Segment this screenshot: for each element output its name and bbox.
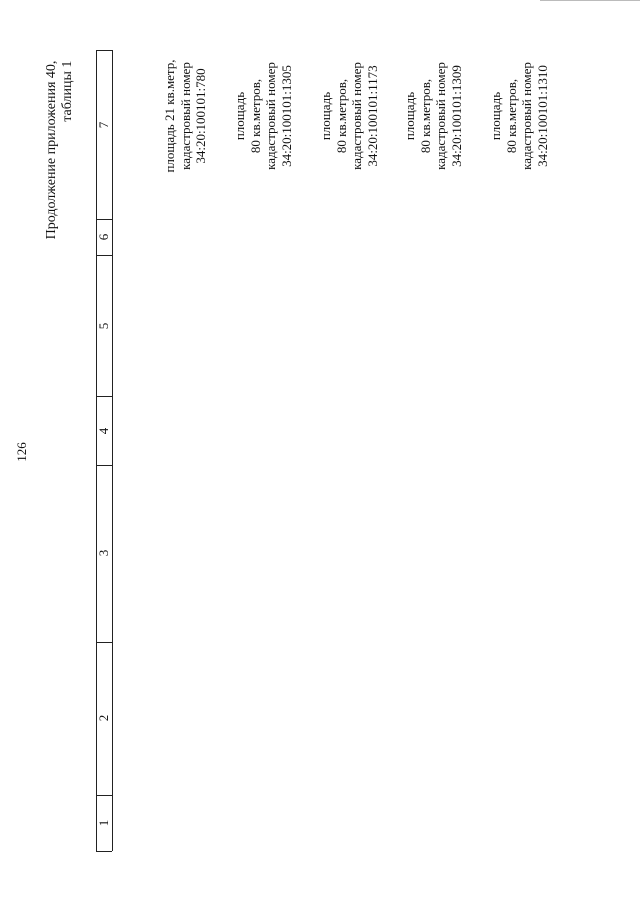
heading-line-2: таблицы 1 xyxy=(60,60,75,122)
table-row-2-col7: площадь 80 кв.метров, кадастровый номер … xyxy=(232,62,294,170)
column-number-6: 6 xyxy=(96,233,111,241)
column-separator xyxy=(96,465,112,466)
table-row-4-col7: площадь 80 кв.метров, кадастровый номер … xyxy=(402,62,464,170)
column-number-5: 5 xyxy=(96,322,111,330)
page-number: 126 xyxy=(14,442,29,462)
column-number-4: 4 xyxy=(96,427,111,435)
heading-line-1: Продолжение приложения 40, xyxy=(44,60,59,240)
table-row-5-col7: площадь 80 кв.метров, кадастровый номер … xyxy=(488,62,550,170)
scan-edge-line xyxy=(540,0,640,1)
table-border-top xyxy=(96,50,112,51)
column-number-3: 3 xyxy=(96,549,111,557)
table-border-bottom xyxy=(96,851,112,852)
column-number-2: 2 xyxy=(96,714,111,722)
column-separator xyxy=(96,642,112,643)
column-separator xyxy=(96,795,112,796)
column-separator xyxy=(96,219,112,220)
column-separator xyxy=(96,255,112,256)
column-separator xyxy=(96,396,112,397)
table-row-3-col7: площадь 80 кв.метров, кадастровый номер … xyxy=(318,62,380,170)
table-row-1-col7: площадь 21 кв.метр, кадастровый номер 34… xyxy=(162,59,208,173)
page-heading: Продолжение приложения 40, таблицы 1 xyxy=(44,61,76,240)
table-border-left xyxy=(96,50,97,851)
column-number-7: 7 xyxy=(96,121,111,129)
column-number-1: 1 xyxy=(96,819,111,827)
header-row-border xyxy=(112,50,113,851)
